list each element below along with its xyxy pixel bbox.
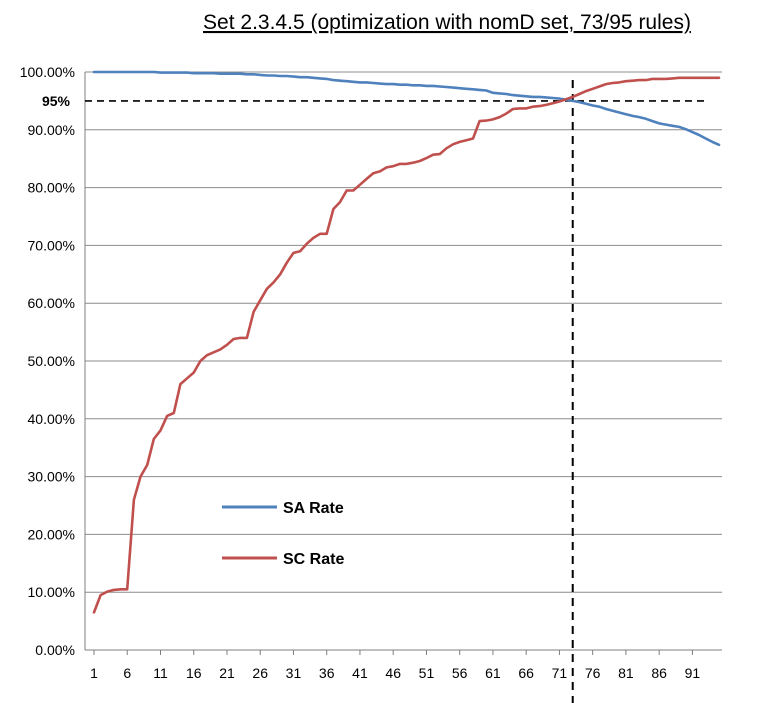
chart-title: Set 2.3.4.5 (optimization with nomD set,… — [203, 11, 691, 34]
x-tick-label: 76 — [585, 665, 601, 681]
y-tick-label: 90.00% — [28, 122, 75, 138]
y-tick-label: 70.00% — [28, 237, 75, 253]
reference-lines: 95% — [42, 80, 708, 703]
y-tick-label: 20.00% — [28, 526, 75, 542]
x-tick-label: 86 — [651, 665, 667, 681]
gridlines — [85, 71, 722, 593]
x-tick-label: 16 — [186, 665, 202, 681]
x-tick-label: 41 — [352, 665, 368, 681]
x-tick-label: 81 — [618, 665, 634, 681]
x-tick-label: 71 — [552, 665, 568, 681]
x-tick-label: 31 — [286, 665, 302, 681]
axes: 0.00% 10.00% 20.00% 30.00% 40.00% 50.00% 60.00… — [20, 64, 722, 681]
x-tick-label: 66 — [518, 665, 534, 681]
series-lines — [92, 70, 721, 614]
sc-rate-legend-label: SC Rate — [283, 551, 344, 568]
x-tick-label: 6 — [123, 665, 131, 681]
y-tick-label: 40.00% — [28, 411, 75, 427]
y-tick-label: 80.00% — [28, 180, 75, 196]
x-tick-label: 91 — [685, 665, 701, 681]
x-tick-label: 26 — [252, 665, 268, 681]
y-tick-label: 30.00% — [28, 469, 75, 485]
sc-rate-series-line — [92, 76, 721, 614]
x-tick-label: 1 — [90, 665, 98, 681]
x-tick-label: 21 — [219, 665, 235, 681]
x-tick-label: 11 — [153, 665, 168, 681]
x-tick-label: 61 — [485, 665, 501, 681]
sa-rate-legend-label: SA Rate — [283, 500, 344, 517]
y-tick-label: 50.00% — [28, 353, 75, 369]
x-tick-label: 36 — [319, 665, 335, 681]
y-tick-label: 100.00% — [20, 64, 75, 80]
x-tick-label: 46 — [385, 665, 401, 681]
y-tick-label: 0.00% — [35, 642, 75, 658]
sa-rate-series-line — [92, 70, 721, 147]
legend: SA Rate SC Rate — [222, 500, 344, 568]
reference-label-95: 95% — [42, 93, 71, 109]
y-tick-label: 60.00% — [28, 295, 75, 311]
y-tick-label: 10.00% — [28, 584, 75, 600]
x-tick-label: 51 — [419, 665, 435, 681]
x-tick-label: 56 — [452, 665, 468, 681]
